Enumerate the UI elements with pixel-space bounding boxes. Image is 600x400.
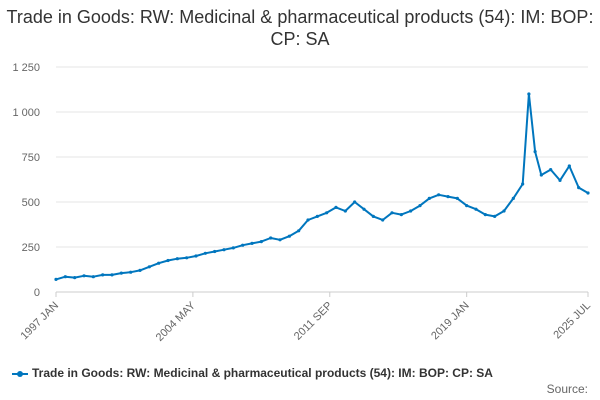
data-point[interactable] [334,205,338,209]
y-tick-label: 1 000 [12,107,40,119]
data-point[interactable] [558,178,562,182]
data-point[interactable] [362,207,366,211]
data-point[interactable] [213,249,217,254]
y-tick-label: 250 [22,242,40,254]
data-point[interactable] [371,214,375,218]
series-line [55,93,589,281]
data-point[interactable] [147,265,151,269]
legend-series-label: Trade in Goods: RW: Medicinal & pharmace… [32,366,493,380]
data-point[interactable] [166,258,170,263]
data-point[interactable] [437,193,441,197]
data-point[interactable] [325,211,329,215]
data-point[interactable] [527,92,531,96]
data-point[interactable] [250,241,254,245]
data-point[interactable] [119,271,123,275]
x-tick-label: 2011 SEP [292,300,335,343]
grid-lines [56,66,588,293]
data-point[interactable] [203,251,207,255]
data-point[interactable] [63,275,67,279]
data-point[interactable] [297,229,301,233]
data-point[interactable] [157,261,161,265]
data-point[interactable] [110,273,114,277]
data-point[interactable] [54,277,58,281]
x-tick-label: 2004 MAY [154,299,199,344]
data-point[interactable] [390,211,394,215]
data-point[interactable] [539,173,543,177]
data-point[interactable] [101,273,105,277]
legend-series-swatch [12,369,28,379]
data-point[interactable] [315,214,319,218]
data-point[interactable] [502,209,506,213]
data-point[interactable] [287,234,291,238]
data-point[interactable] [231,246,235,250]
y-tick-label: 750 [22,152,40,164]
data-point[interactable] [82,274,86,278]
data-point[interactable] [493,214,497,218]
data-point[interactable] [222,248,226,252]
data-point[interactable] [474,207,478,211]
data-point[interactable] [577,186,581,190]
data-point[interactable] [511,196,515,200]
x-axis: 1997 JAN 2004 MAY 2011 SEP 2019 JAN 2025 JUL [18,292,593,344]
legend[interactable]: Trade in Goods: RW: Medicinal & pharmace… [12,366,493,380]
data-point[interactable] [381,218,385,222]
x-tick-label: 2025 JUL [551,300,593,342]
data-point[interactable] [521,182,525,186]
data-point[interactable] [306,218,310,222]
data-point[interactable] [427,196,431,200]
x-tick-label: 1997 JAN [18,300,61,343]
data-point[interactable] [399,213,403,217]
y-tick-label: 0 [34,287,40,299]
data-point[interactable] [194,254,198,258]
y-tick-label: 1 250 [12,62,40,74]
data-point[interactable] [586,191,590,195]
data-point[interactable] [455,196,459,200]
series-layer [54,92,590,281]
data-point[interactable] [567,164,571,168]
data-point[interactable] [533,150,537,154]
data-point[interactable] [73,276,77,280]
data-point[interactable] [409,209,413,213]
data-point[interactable] [549,168,553,172]
data-point[interactable] [269,236,273,240]
data-point[interactable] [175,257,179,261]
data-point[interactable] [241,243,245,247]
data-point[interactable] [91,275,95,279]
data-point[interactable] [418,204,422,208]
data-point[interactable] [465,204,469,208]
data-point[interactable] [343,209,347,213]
data-point[interactable] [446,195,450,199]
data-point[interactable] [259,240,263,244]
y-tick-label: 500 [22,197,40,209]
source-label: Source: [546,382,588,396]
y-axis-ticks: 0 250 500 750 1 000 1 250 [12,62,40,299]
x-tick-label: 2019 JAN [429,300,472,343]
data-point[interactable] [353,200,357,204]
chart-title: Trade in Goods: RW: Medicinal & pharmace… [6,7,594,49]
data-point[interactable] [278,238,282,242]
data-point[interactable] [185,256,189,260]
data-point[interactable] [483,213,487,217]
data-point[interactable] [129,270,133,274]
data-point[interactable] [138,268,142,272]
